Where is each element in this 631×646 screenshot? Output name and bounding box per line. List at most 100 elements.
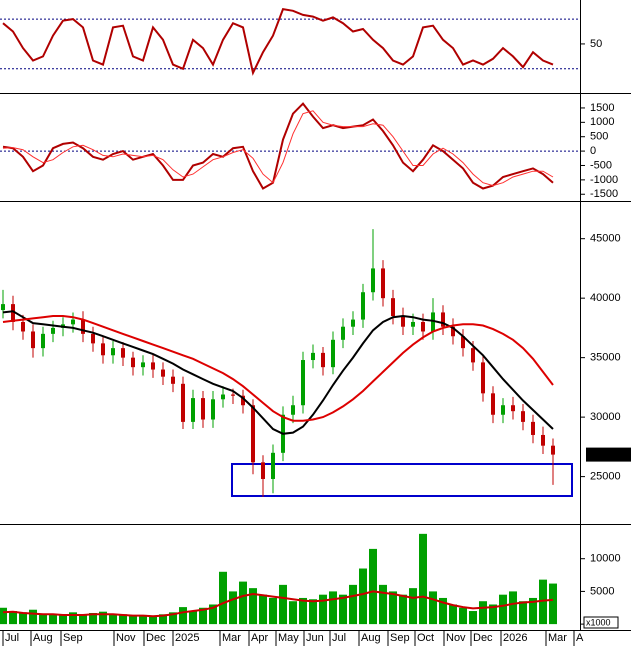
volume-bar	[419, 533, 427, 625]
volume-bar	[29, 609, 37, 625]
candle-body	[491, 393, 495, 415]
candle-body	[101, 343, 105, 356]
volume-bar	[229, 591, 237, 625]
series-line	[2, 315, 554, 422]
last-price-label: 26850.00	[587, 449, 629, 460]
volume-bar	[0, 607, 7, 625]
candle-body	[311, 352, 315, 361]
volume-bar	[349, 584, 357, 625]
series-line	[2, 7, 554, 76]
volume-bar	[269, 597, 277, 625]
x-tick-label: Mar	[222, 632, 241, 644]
volume-bar	[59, 614, 67, 625]
x-tick-label: May	[278, 632, 299, 644]
candle-body	[441, 312, 445, 327]
volume-bar	[459, 607, 467, 625]
candle-body	[361, 292, 365, 320]
candle-body	[1, 304, 5, 311]
candle-body	[201, 398, 205, 420]
candle-body	[51, 327, 55, 334]
volume-bar	[49, 613, 57, 625]
candle-body	[231, 394, 235, 396]
x-tick-label: Dec	[473, 632, 493, 644]
volume-bar	[429, 591, 437, 625]
volume-bar	[149, 616, 157, 625]
candle-body	[71, 319, 75, 325]
volume-bar	[259, 594, 267, 625]
candle-body	[261, 462, 265, 479]
volume-bar	[129, 615, 137, 625]
candle-body	[421, 321, 425, 332]
candle-body	[501, 405, 505, 415]
y-tick-label: 25000	[590, 471, 621, 483]
candle-body	[241, 395, 245, 406]
x-tick-label: 2026	[503, 632, 527, 644]
x-tick-label: Jul	[332, 632, 346, 644]
volume-bar	[409, 588, 417, 625]
volume-bar	[159, 614, 167, 625]
volume-bar	[469, 611, 477, 625]
volume-bar	[499, 594, 507, 625]
y-tick-label: 30000	[590, 411, 621, 423]
volume-bar	[89, 612, 97, 625]
volume-bar	[519, 601, 527, 625]
candle-body	[471, 348, 475, 363]
volume-bar	[489, 604, 497, 625]
volume-bar	[359, 568, 367, 625]
y-tick-label: 50	[590, 38, 602, 50]
candle-body	[351, 319, 355, 327]
x-tick-label: A	[576, 632, 584, 644]
candle-body	[521, 411, 525, 422]
volume-bar	[279, 584, 287, 625]
volume-bar	[299, 597, 307, 625]
x-tick-label: Aug	[33, 632, 53, 644]
candle-body	[11, 304, 15, 322]
volume-bar	[339, 594, 347, 625]
volume-bar	[329, 591, 337, 625]
candle-body	[371, 268, 375, 293]
x-tick-label: Aug	[361, 632, 381, 644]
x-tick-label: Nov	[116, 632, 136, 644]
candle-body	[291, 405, 295, 415]
frame	[0, 0, 631, 631]
candle-body	[131, 357, 135, 368]
volume-bar	[109, 613, 117, 625]
volume-bar	[529, 597, 537, 625]
y-tick-label: -1500	[590, 188, 618, 200]
last-price-box	[586, 447, 631, 462]
candle-body	[211, 399, 215, 420]
volume-bar	[209, 604, 217, 625]
volume-bar	[479, 601, 487, 625]
candle-body	[31, 331, 35, 349]
candle-body	[21, 321, 25, 332]
candle-body	[431, 312, 435, 332]
candle-body	[341, 326, 345, 340]
series-line	[2, 590, 554, 618]
x-tick-label: 2025	[175, 632, 199, 644]
volume-bar	[99, 611, 107, 625]
candle-body	[91, 333, 95, 344]
candle-body	[141, 362, 145, 368]
candle-body	[301, 360, 305, 406]
x-tick-label: Dec	[146, 632, 166, 644]
volume-bar	[9, 611, 17, 625]
volume-bar	[449, 604, 457, 625]
y-tick-label: 35000	[590, 352, 621, 364]
volume-bar	[69, 612, 77, 625]
candle-body	[451, 326, 455, 337]
candle-body	[171, 376, 175, 384]
x-tick-label: Jul	[5, 632, 19, 644]
volume-bar	[179, 607, 187, 625]
series-line	[2, 310, 554, 435]
unit-label: x1000	[586, 617, 611, 627]
unit-box	[583, 616, 619, 629]
volume-bar	[509, 591, 517, 625]
volume-bar	[439, 597, 447, 625]
x-tick-label: Nov	[446, 632, 466, 644]
volume-bar	[139, 614, 147, 625]
volume-bar	[389, 591, 397, 625]
candle-body	[161, 369, 165, 377]
